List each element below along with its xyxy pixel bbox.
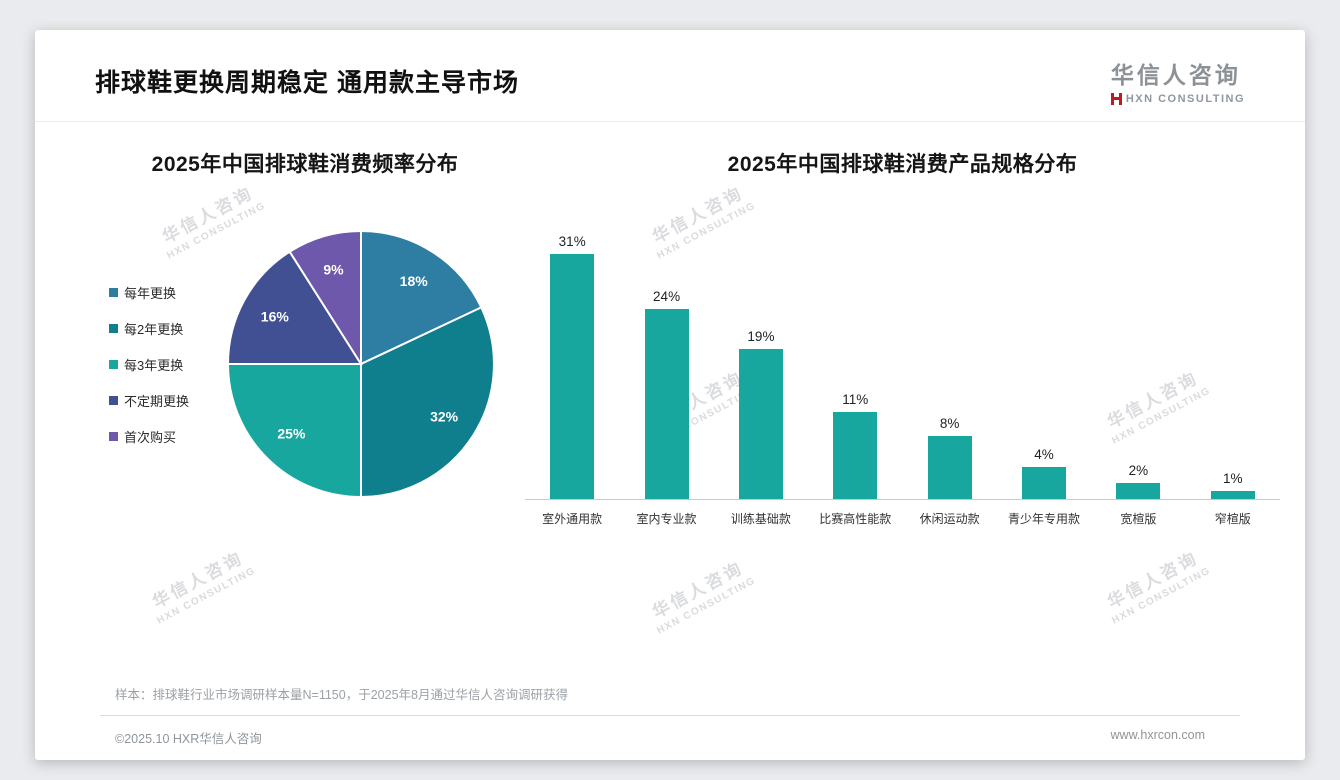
legend-swatch [109, 395, 118, 405]
bar-value-label: 2% [1128, 463, 1149, 478]
legend-item: 不定期更换 [109, 391, 221, 410]
logo-name: 华信人咨询 [1110, 62, 1241, 88]
bar-group: 11% [808, 392, 902, 499]
sample-note: 样本：排球鞋行业市场调研样本量N=1150，于2025年8月通过华信人咨询调研获… [115, 688, 568, 702]
charts-area: 2025年中国排球鞋消费频率分布 每年更换每2年更换每3年更换不定期更换首次购买… [35, 122, 1305, 684]
bar [1210, 491, 1255, 499]
legend-item: 每3年更换 [109, 355, 221, 374]
bar-category-label: 窄楦版 [1214, 512, 1251, 526]
pie-value-label: 16% [261, 309, 290, 325]
bar-group: 8% [903, 416, 997, 499]
legend-item: 每年更换 [109, 283, 221, 302]
bar [1022, 467, 1067, 499]
pie-legend: 每年更换每2年更换每3年更换不定期更换首次购买 [109, 283, 221, 446]
bar-plot-area: 31% 24% 19% 11% 8% 4% 2% 1% [525, 228, 1280, 500]
bar-group: 19% [714, 329, 808, 499]
legend-label: 首次购买 [124, 429, 177, 445]
footer: ©2025.10 HXR华信人咨询 www.hxrcon.com [35, 716, 1305, 760]
pie-chart-title: 2025年中国排球鞋消费频率分布 [151, 153, 459, 176]
bar-value-label: 1% [1223, 471, 1243, 486]
pie-row: 每年更换每2年更换每3年更换不定期更换首次购买 18% 32% 25% 16% 9% [109, 224, 501, 504]
company-logo: 华信人咨询 HXN CONSULTING [1110, 56, 1245, 105]
bar-category-label: 室内专业款 [636, 512, 697, 526]
bar-category-label: 室外通用款 [542, 512, 603, 526]
bar-value-label: 11% [842, 392, 869, 407]
bar-value-label: 19% [747, 329, 775, 344]
slide-card: 华信人咨询 HXN CONSULTING 华信人咨询 HXN CONSULTIN… [35, 30, 1305, 760]
pie-slice [226, 363, 362, 499]
bar-group: 24% [619, 289, 713, 499]
legend-item: 首次购买 [109, 427, 221, 446]
legend-label: 每年更换 [124, 285, 177, 301]
bar-category-label: 休闲运动款 [919, 512, 980, 526]
bar-category-labels: 室外通用款 室内专业款 训练基础款 比赛高性能款 休闲运动款 青少年专用款 宽楦版 窄楦版 [525, 500, 1280, 527]
bar-value-label: 4% [1034, 447, 1054, 462]
legend-swatch [109, 431, 118, 441]
website: www.hxrcon.com [1110, 728, 1205, 742]
legend-item: 每2年更换 [109, 319, 221, 338]
bar-chart: 31% 24% 19% 11% 8% 4% 2% 1% 室外通用款 室内专业款 训练基础款 比赛高性… [525, 228, 1280, 527]
legend-label: 不定期更换 [124, 393, 190, 409]
page-title: 排球鞋更换周期稳定 通用款主导市场 [95, 68, 519, 97]
pie-chart-section: 2025年中国排球鞋消费频率分布 每年更换每2年更换每3年更换不定期更换首次购买… [85, 148, 525, 684]
logo-subtitle-row: HXN CONSULTING [1110, 93, 1245, 105]
logo-mark-icon [1110, 93, 1122, 105]
footer-divider [100, 715, 1240, 716]
copyright: ©2025.10 HXR华信人咨询 [115, 732, 262, 746]
bar [833, 412, 878, 499]
legend-label: 每3年更换 [124, 357, 184, 373]
bar [550, 254, 595, 499]
bar-chart-section: 2025年中国排球鞋消费产品规格分布 31% 24% 19% 11% 8% 4% 2% 1% … [525, 148, 1280, 684]
pie-chart: 18% 32% 25% 16% 9% [226, 229, 495, 499]
pie-slice [360, 229, 483, 366]
legend-label: 每2年更换 [124, 321, 184, 337]
bar-value-label: 8% [939, 416, 960, 431]
pie-slice [360, 306, 495, 499]
bar-value-label: 24% [653, 289, 681, 304]
bar-value-label: 31% [558, 234, 586, 249]
bar-group: 31% [525, 234, 619, 499]
legend-swatch [109, 323, 118, 333]
pie-value-label: 18% [400, 273, 429, 289]
header: 排球鞋更换周期稳定 通用款主导市场 华信人咨询 HXN CONSULTING [35, 30, 1305, 122]
legend-swatch [109, 359, 118, 369]
bar-category-label: 训练基础款 [730, 512, 791, 526]
pie-value-label: 32% [430, 409, 459, 425]
bar-category-label: 青少年专用款 [1008, 512, 1081, 526]
bar-group: 4% [997, 447, 1091, 499]
bar-group: 1% [1186, 471, 1280, 499]
bar [738, 349, 783, 499]
pie-value-label: 25% [277, 426, 306, 442]
pie-slice [288, 229, 362, 368]
bar-group: 2% [1091, 463, 1185, 499]
legend-swatch [109, 287, 118, 297]
bar-chart-title: 2025年中国排球鞋消费产品规格分布 [727, 153, 1078, 176]
pie-slice [226, 250, 363, 365]
bar-category-label: 比赛高性能款 [819, 512, 892, 526]
pie-value-label: 9% [323, 262, 344, 278]
bar-category-label: 宽楦版 [1120, 512, 1157, 526]
bar [1116, 483, 1161, 499]
bar [644, 309, 689, 499]
logo-subtitle: HXN CONSULTING [1125, 93, 1245, 105]
bar [927, 436, 972, 499]
